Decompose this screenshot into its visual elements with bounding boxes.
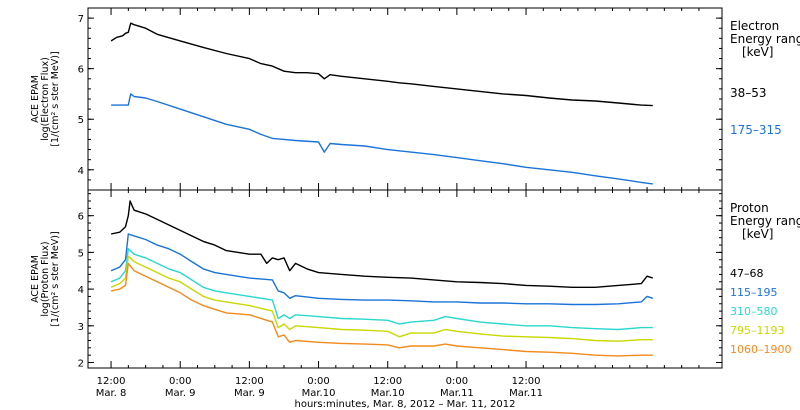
y-tick-label: 2 [78, 358, 84, 369]
series-line [110, 255, 653, 342]
y-axis-label: [1/(cm² s ster MeV)] [50, 51, 61, 146]
y-tick-label: 6 [78, 65, 84, 76]
x-tick-date: Mar.11 [509, 388, 543, 399]
series-line [111, 93, 653, 185]
legend-title: Electron [730, 19, 779, 33]
y-tick-label: 5 [78, 115, 84, 126]
x-tick-date: Mar.10 [302, 388, 336, 399]
y-axis-label: [1/(cm² s ster MeV)] [50, 231, 61, 326]
legend-entry: 47–68 [730, 267, 764, 280]
series-line [110, 200, 654, 288]
proton-panel: 2 3 4 5 6 ACE EPAM log(Proton Flux) [1/(cm² s s… [30, 189, 800, 369]
y-tick-label: 6 [78, 212, 84, 223]
x-tick-time: 12:00 [373, 376, 402, 387]
y-axis-label: log(Proton Flux) [40, 241, 51, 316]
legend-entry: 310–580 [730, 305, 778, 318]
y-axis-label: ACE EPAM [30, 75, 41, 123]
plot-frame [87, 7, 723, 191]
legend-title: Energy ranges [730, 32, 800, 46]
x-tick-time: 0:00 [169, 376, 191, 387]
legend-entry: 795–1193 [730, 324, 785, 337]
x-tick-date: Mar. 9 [234, 388, 265, 399]
series-line [110, 233, 654, 306]
series-line [110, 262, 653, 357]
legend-entry: 38–53 [730, 86, 767, 100]
y-tick-label: 4 [78, 285, 84, 296]
series-line [110, 22, 653, 107]
x-tick-date: Mar.11 [440, 388, 474, 399]
y-tick-label: 3 [78, 322, 84, 333]
x-tick-time: 12:00 [97, 376, 126, 387]
y-tick-label: 5 [78, 248, 84, 259]
x-tick-time: 12:00 [512, 376, 541, 387]
y-tick-label: 4 [78, 166, 84, 177]
x-tick-date: Mar.10 [371, 388, 405, 399]
x-axis-label: hours:minutes, Mar. 8, 2012 – Mar. 11, 2… [295, 399, 516, 410]
electron-panel: 4 5 6 7 ACE EPAM log(Electron Flux) [1/(cm² s … [30, 7, 800, 191]
legend-title: [keV] [742, 45, 773, 59]
legend-entry: 1060–1900 [730, 343, 792, 356]
legend-entry: 175–315 [730, 123, 782, 137]
legend-entry: 115–195 [730, 286, 778, 299]
y-axis-label: log(Electron Flux) [40, 57, 51, 141]
x-tick-date: Mar. 9 [165, 388, 196, 399]
legend-title: Proton [730, 201, 769, 215]
legend-title: [keV] [742, 227, 773, 241]
x-tick-time: 12:00 [235, 376, 264, 387]
x-tick-time: 0:00 [446, 376, 468, 387]
y-axis-label: ACE EPAM [30, 255, 41, 303]
x-tick-date: Mar. 8 [96, 388, 127, 399]
series-line [110, 247, 653, 331]
legend-title: Energy ranges [730, 214, 800, 228]
x-tick-time: 0:00 [307, 376, 329, 387]
y-tick-label: 7 [78, 14, 84, 25]
